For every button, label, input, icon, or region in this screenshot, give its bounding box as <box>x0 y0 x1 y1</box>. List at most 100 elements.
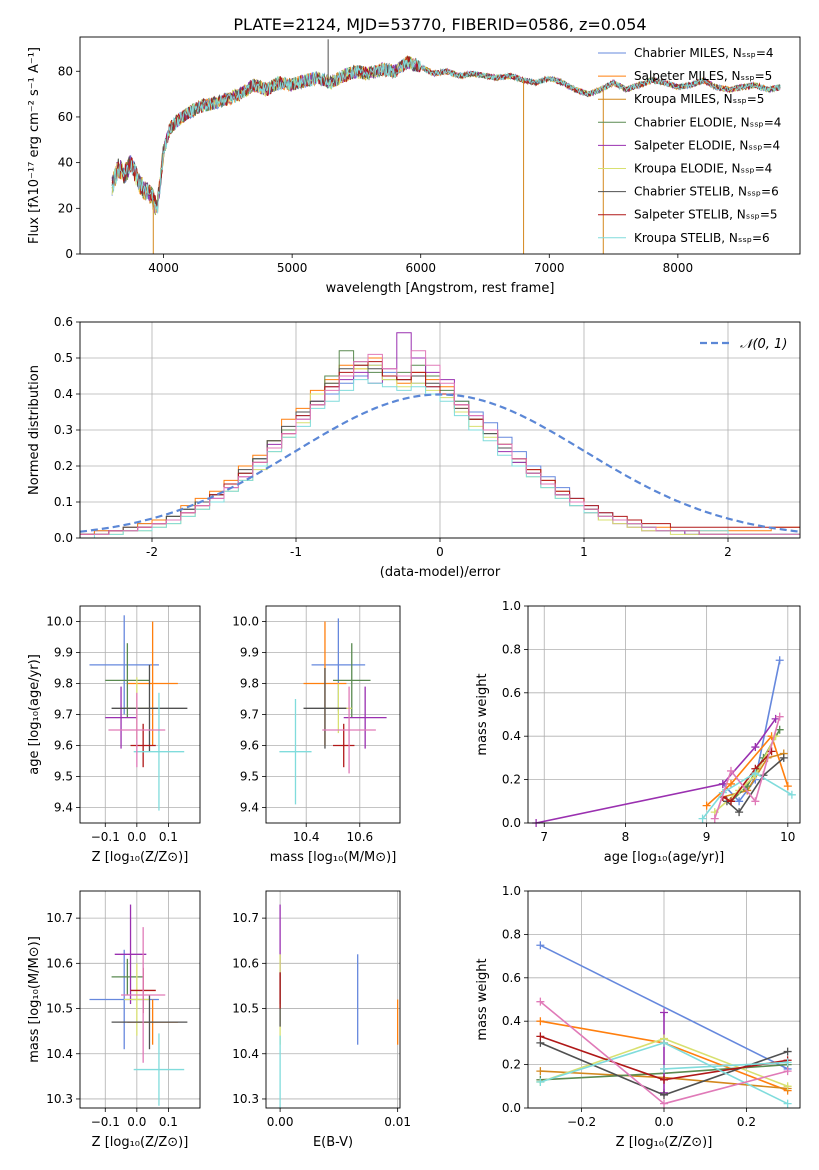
y-tick-label: 0.8 <box>502 642 521 656</box>
y-tick-label: 9.8 <box>240 677 259 691</box>
weight-marker <box>751 769 760 778</box>
weight-marker <box>660 1064 668 1073</box>
x-tick-label: 0.1 <box>159 1115 178 1129</box>
y-tick-label: 60 <box>58 110 73 124</box>
y-tick-label: 9.8 <box>54 677 73 691</box>
y-tick-label: 10.5 <box>46 1002 73 1016</box>
y-tick-label: 0.4 <box>502 729 521 743</box>
y-axis-label: mass weight <box>475 958 490 1040</box>
y-tick-label: 10.4 <box>232 1047 259 1061</box>
x-tick-label: 2 <box>724 545 732 559</box>
weight-marker <box>775 656 784 665</box>
y-tick-label: 10.6 <box>232 956 259 970</box>
weight-marker <box>783 1082 792 1091</box>
y-tick-label: 0.0 <box>502 1101 521 1115</box>
y-tick-label: 9.4 <box>240 801 259 815</box>
weight-marker <box>718 779 727 788</box>
y-tick-label: 80 <box>58 64 73 78</box>
y-tick-label: 10.7 <box>46 911 73 925</box>
y-axis-label: Normed distribution <box>27 365 42 495</box>
y-tick-label: 0.6 <box>54 315 73 329</box>
x-tick-label: 0.2 <box>737 1115 756 1129</box>
x-tick-label: −0.2 <box>567 1115 596 1129</box>
x-tick-label: 10 <box>780 830 795 844</box>
x-axis-label: (data-model)/error <box>380 565 501 580</box>
weight-marker <box>735 808 744 817</box>
spectrum-line <box>111 58 781 214</box>
metallicity-mass-panel: −0.1 0.0 0.1 10.3 10.4 10.5 10.6 10.7 Z [log₁₀(Z… <box>27 890 201 1150</box>
legend-label: Salpeter ELODIE, Nₛₛₚ=4 <box>634 138 780 152</box>
x-tick-label: 5000 <box>277 261 308 275</box>
x-tick-label: 8000 <box>663 261 694 275</box>
weight-marker <box>783 1047 792 1056</box>
extinction-mass-panel: 0.00 0.01 10.3 10.4 10.5 10.6 10.7 E(B-V) <box>232 890 411 1150</box>
y-tick-label: 10.3 <box>46 1092 73 1106</box>
weight-line-6 <box>726 757 785 814</box>
x-tick-label: -2 <box>146 545 158 559</box>
x-tick-label: 0.00 <box>267 1115 294 1129</box>
y-tick-label: 10.3 <box>232 1092 259 1106</box>
spectrum-panel: 4000 5000 6000 7000 8000 0 20 40 60 80 wavelength … <box>27 36 801 296</box>
y-tick-label: 10.4 <box>46 1047 73 1061</box>
y-tick-label: 0.4 <box>502 1014 521 1028</box>
plot-frame <box>79 605 201 824</box>
weight-marker <box>698 814 707 823</box>
metallicity-weight-panel: −0.2 0.0 0.2 0.0 0.2 0.4 0.6 0.8 1.0 Z [log₁₀(Z/Z… <box>475 884 801 1150</box>
plot-frame <box>79 890 201 1109</box>
y-tick-label: 20 <box>58 201 73 215</box>
y-tick-label: 0.6 <box>502 686 521 700</box>
weight-marker <box>783 782 792 791</box>
weight-line-4 <box>535 718 777 823</box>
weight-marker <box>726 797 735 806</box>
y-tick-label: 9.7 <box>54 708 73 722</box>
y-tick-label: 10.0 <box>232 615 259 629</box>
y-tick-label: 9.9 <box>240 646 259 660</box>
weight-marker <box>735 797 744 806</box>
y-tick-label: 0.8 <box>502 927 521 941</box>
mass-age-panel: 10.4 10.6 9.4 9.5 9.6 9.7 9.8 9.9 10.0 mass [log₁… <box>232 605 401 865</box>
plot-frame <box>265 605 401 824</box>
plot-frame <box>527 605 801 824</box>
weight-marker <box>660 1090 668 1099</box>
weight-line-1 <box>706 734 789 807</box>
weight-marker <box>536 941 545 950</box>
weight-marker <box>726 766 735 775</box>
y-tick-label: 0.0 <box>502 816 521 830</box>
legend-label: Salpeter MILES, Nₛₛₚ=5 <box>634 69 772 83</box>
histogram-series-3 <box>80 332 800 538</box>
legend-label: Kroupa MILES, Nₛₛₚ=5 <box>634 92 764 106</box>
weight-line-9 <box>663 1061 788 1070</box>
weight-marker <box>726 779 735 788</box>
x-axis-label: Z [log₁₀(Z/Z⊙)] <box>616 1135 713 1150</box>
age-weight-panel: 7 8 9 10 0.0 0.2 0.4 0.6 0.8 1.0 age [log₁₀(age/yr… <box>475 599 801 865</box>
y-tick-label: 9.7 <box>240 708 259 722</box>
weight-marker <box>660 1099 668 1108</box>
y-tick-label: 10.6 <box>46 956 73 970</box>
y-tick-label: 40 <box>58 156 73 170</box>
x-tick-label: 10.6 <box>346 830 373 844</box>
weight-marker <box>779 753 788 762</box>
legend-label: Salpeter STELIB, Nₛₛₚ=5 <box>634 208 778 222</box>
y-tick-label: 0 <box>65 247 73 261</box>
x-tick-label: 1 <box>580 545 588 559</box>
y-tick-label: 0.5 <box>54 351 73 365</box>
legend-label: Chabrier ELODIE, Nₛₛₚ=4 <box>634 115 781 129</box>
histogram-series-7 <box>80 379 800 538</box>
y-tick-label: 9.5 <box>240 770 259 784</box>
weight-marker <box>783 1058 792 1067</box>
weight-line-9 <box>713 716 781 819</box>
x-tick-label: 9 <box>703 830 711 844</box>
plot-frame <box>79 36 801 255</box>
x-tick-label: 0.0 <box>127 830 146 844</box>
weight-marker <box>660 1008 668 1017</box>
weight-marker <box>787 790 796 799</box>
weight-line-8 <box>701 772 793 820</box>
x-axis-label: wavelength [Angstrom, rest frame] <box>326 281 555 296</box>
weight-marker <box>536 1017 545 1026</box>
x-axis-label: Z [log₁₀(Z/Z⊙)] <box>92 850 189 865</box>
x-tick-label: 4000 <box>148 261 179 275</box>
normal-curve <box>80 393 800 533</box>
y-axis-label: age [log₁₀(age/yr)] <box>27 654 42 775</box>
legend-label: Kroupa STELIB, Nₛₛₚ=6 <box>634 231 770 245</box>
